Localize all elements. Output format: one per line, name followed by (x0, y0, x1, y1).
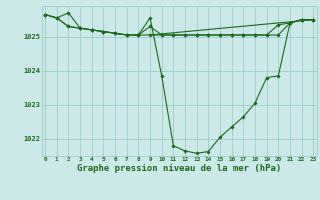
X-axis label: Graphe pression niveau de la mer (hPa): Graphe pression niveau de la mer (hPa) (77, 164, 281, 173)
